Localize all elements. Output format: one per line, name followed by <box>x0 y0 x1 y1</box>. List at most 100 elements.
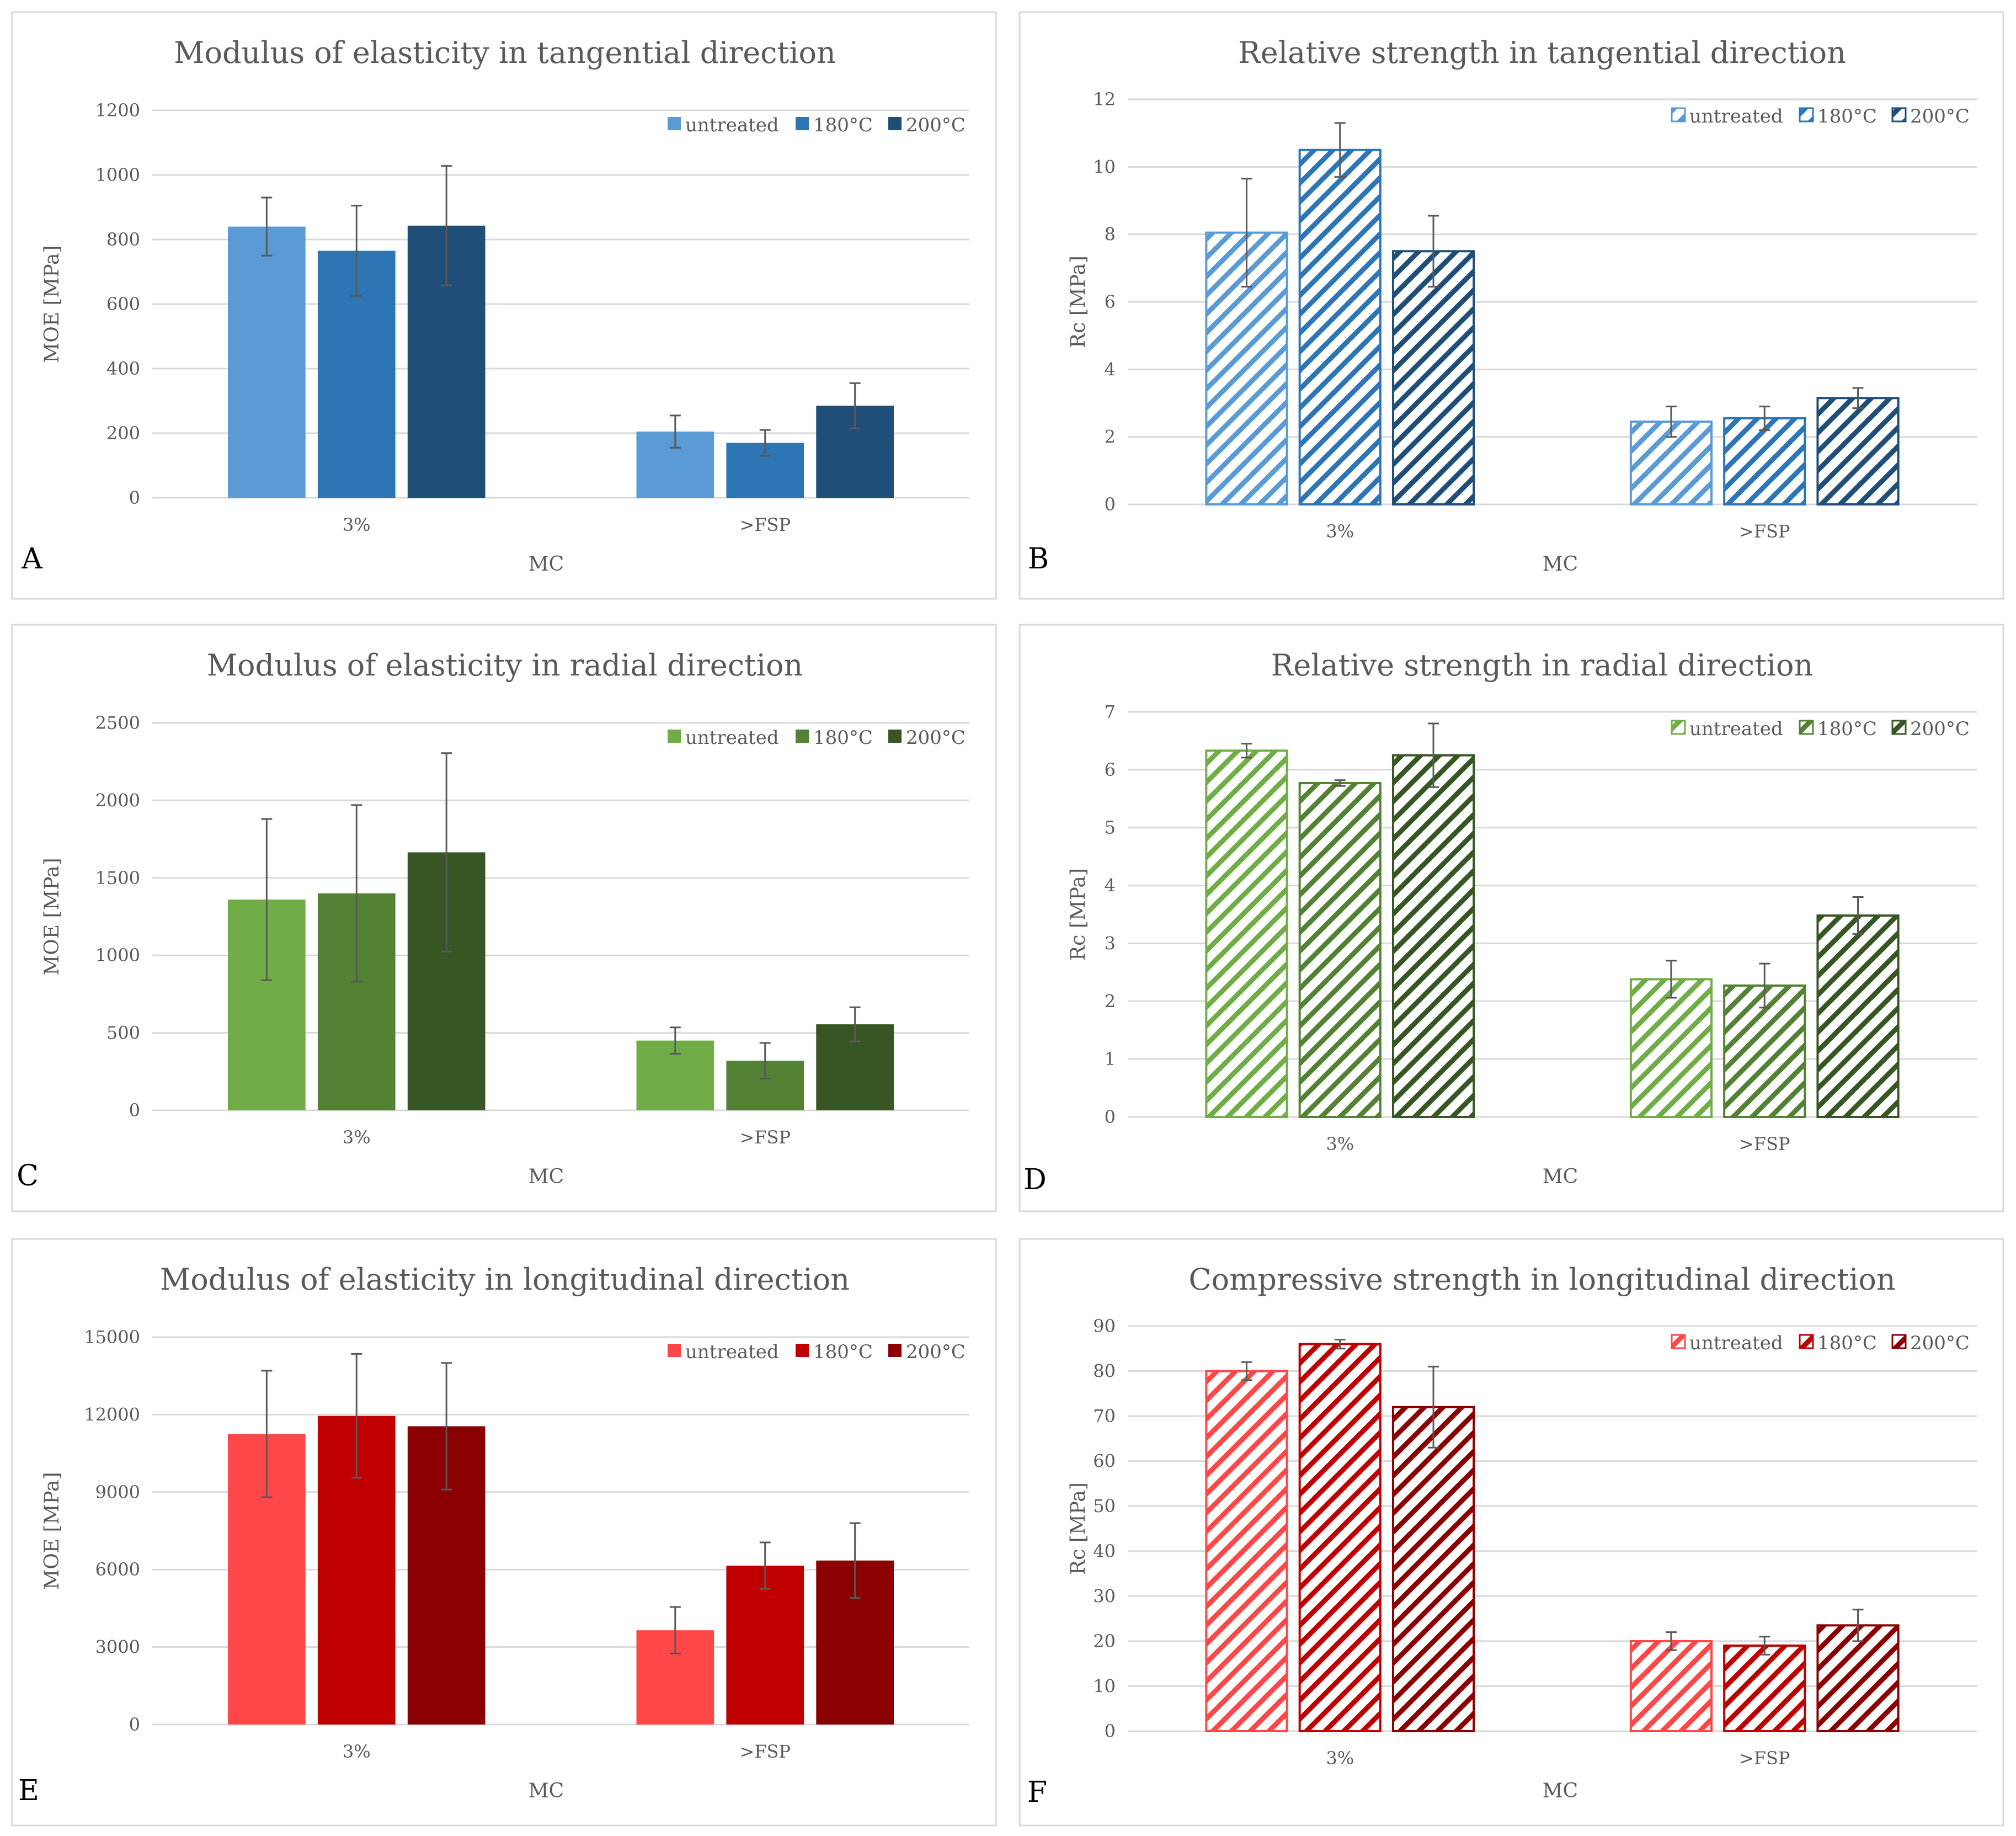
legend-label: untreated <box>1689 1332 1783 1354</box>
legend-label: 180°C <box>1817 105 1877 127</box>
y-tick-label: 3 <box>1105 933 1116 954</box>
x-axis-label: MC <box>1543 1166 1578 1188</box>
y-tick-label: 7 <box>1105 701 1116 722</box>
x-tick-label: >FSP <box>740 1741 791 1762</box>
y-tick-label: 9000 <box>95 1482 140 1503</box>
legend-label: 180°C <box>1817 1332 1877 1354</box>
y-tick-label: 4 <box>1105 359 1116 380</box>
x-axis-label: MC <box>1543 1780 1578 1802</box>
y-tick-label: 0 <box>1105 1721 1116 1742</box>
y-tick-label: 6 <box>1105 291 1116 312</box>
legend-label: 200°C <box>906 727 966 749</box>
bar <box>1629 978 1713 1118</box>
y-tick-label: 90 <box>1093 1316 1116 1337</box>
y-tick-label: 0 <box>1105 1106 1116 1127</box>
bar <box>1298 1343 1382 1733</box>
y-tick-label: 10 <box>1093 1675 1116 1696</box>
x-tick-label: >FSP <box>1739 521 1790 542</box>
y-tick-label: 0 <box>129 1714 140 1735</box>
bar <box>1298 781 1382 1118</box>
y-tick-label: 12000 <box>84 1404 140 1425</box>
legend-swatch <box>888 1344 902 1357</box>
panel-letter: F <box>1027 1776 1047 1809</box>
legend-label: 180°C <box>813 1341 873 1363</box>
bar <box>1391 250 1475 505</box>
legend-swatch <box>668 1344 681 1357</box>
y-tick-label: 800 <box>106 229 140 250</box>
y-tick-label: 30 <box>1093 1585 1116 1606</box>
chart-panel-e: Modulus of elasticity in longitudinal di… <box>11 1238 997 1827</box>
y-tick-label: 8 <box>1105 224 1116 245</box>
y-tick-label: 1000 <box>95 945 140 966</box>
y-tick-label: 80 <box>1093 1361 1116 1382</box>
chart-title: Relative strength in tangential directio… <box>1238 35 1846 70</box>
chart-title: Modulus of elasticity in tangential dire… <box>174 35 836 70</box>
y-tick-label: 6 <box>1105 759 1116 780</box>
chart-title: Relative strength in radial direction <box>1271 648 1814 683</box>
y-tick-label: 2 <box>1105 991 1116 1012</box>
y-tick-label: 2 <box>1105 427 1116 448</box>
legend-label: 200°C <box>906 114 966 136</box>
y-axis-label: MOE [MPa] <box>41 1472 63 1589</box>
bar <box>1723 984 1806 1118</box>
bar <box>1391 1406 1475 1733</box>
y-tick-label: 12 <box>1093 89 1116 110</box>
y-tick-label: 1200 <box>95 100 140 121</box>
bar <box>227 226 306 498</box>
legend-label: untreated <box>1689 105 1783 127</box>
legend-swatch <box>1891 720 1907 735</box>
y-tick-label: 70 <box>1093 1406 1116 1427</box>
y-tick-label: 50 <box>1093 1496 1116 1516</box>
x-axis-label: MC <box>529 1780 564 1802</box>
y-tick-label: 0 <box>1105 494 1116 515</box>
y-axis-label: MOE [MPa] <box>41 858 63 975</box>
y-tick-label: 1500 <box>95 868 140 888</box>
y-tick-label: 2500 <box>95 712 140 733</box>
chart-panel-f: Compressive strength in longitudinal dir… <box>1018 1238 2004 1827</box>
panel-letter: A <box>21 542 43 576</box>
y-tick-label: 500 <box>106 1023 140 1044</box>
legend: untreated 180°C 200°C <box>1671 105 1970 127</box>
bar <box>1205 1370 1288 1733</box>
legend-label: untreated <box>1689 718 1783 740</box>
legend-swatch <box>796 730 809 743</box>
chart-panel-a: Modulus of elasticity in tangential dire… <box>11 11 997 600</box>
legend-label: 200°C <box>1910 718 1970 740</box>
bar <box>1298 148 1382 505</box>
y-tick-label: 400 <box>106 358 140 379</box>
legend-swatch <box>1799 107 1814 123</box>
bar <box>1816 1624 1900 1733</box>
panel-letter: B <box>1028 542 1049 576</box>
legend-swatch <box>668 117 681 130</box>
legend-swatch <box>1671 107 1686 123</box>
legend-label: 200°C <box>1910 105 1970 127</box>
x-tick-label: >FSP <box>1739 1133 1790 1154</box>
x-tick-label: 3% <box>1326 1748 1354 1769</box>
legend-label: untreated <box>685 1341 779 1363</box>
legend-swatch <box>1799 720 1814 735</box>
y-tick-label: 0 <box>129 1100 140 1121</box>
y-tick-label: 60 <box>1093 1451 1116 1472</box>
y-tick-label: 4 <box>1105 875 1116 896</box>
legend-label: 180°C <box>1817 718 1877 740</box>
x-axis-label: MC <box>1543 553 1578 576</box>
legend-swatch <box>796 117 809 130</box>
bar <box>1723 1645 1806 1732</box>
panel-letter: E <box>18 1774 39 1807</box>
legend-swatch <box>1671 720 1686 735</box>
chart-panel-d: Relative strength in radial direction 0 1 2… <box>1018 624 2004 1212</box>
x-axis-label: MC <box>529 553 564 576</box>
legend-swatch <box>1671 1334 1686 1349</box>
panel-frame <box>11 624 997 1212</box>
x-axis-label: MC <box>529 1166 564 1188</box>
y-axis-label: Rc [MPa] <box>1067 868 1090 961</box>
legend-label: 180°C <box>813 114 873 136</box>
chart-title: Modulus of elasticity in longitudinal di… <box>160 1262 850 1297</box>
x-tick-label: >FSP <box>740 514 791 535</box>
y-tick-label: 0 <box>129 487 140 508</box>
chart-panel-c: Modulus of elasticity in radial directio… <box>11 624 997 1212</box>
legend-swatch <box>1799 1334 1814 1349</box>
y-axis-label: Rc [MPa] <box>1067 1482 1090 1575</box>
y-axis-label: MOE [MPa] <box>41 245 63 363</box>
